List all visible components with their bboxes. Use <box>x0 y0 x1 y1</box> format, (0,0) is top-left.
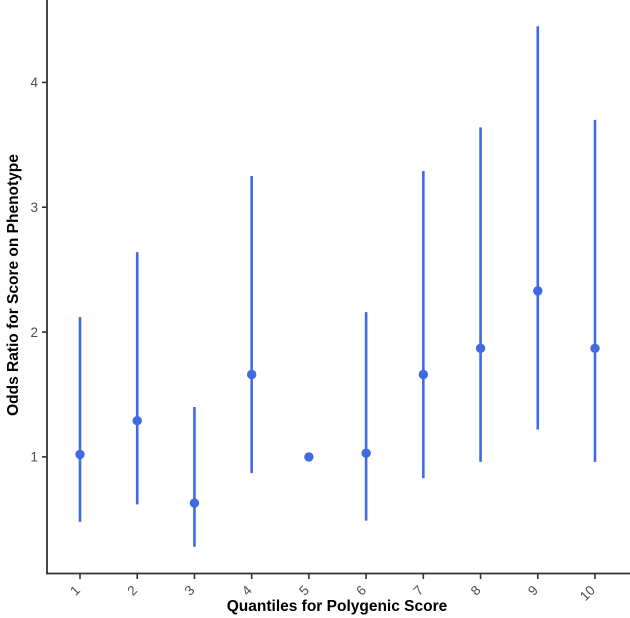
point-estimate-q2 <box>132 415 142 426</box>
point-estimate-q1 <box>75 449 85 460</box>
x-tick-label-3: 3 <box>182 583 198 599</box>
y-tick-label-1: 1 <box>30 450 38 465</box>
point-estimate-q4 <box>246 369 257 380</box>
y-axis-title: Odds Ratio for Score on Phenotype <box>5 154 22 416</box>
x-tick-label-10: 10 <box>577 583 598 604</box>
point-estimate-q8 <box>475 343 486 353</box>
x-tick-label-4: 4 <box>239 582 255 598</box>
point-estimate-q6 <box>361 448 371 458</box>
x-tick-label-7: 7 <box>411 583 427 599</box>
x-axis-title: Quantiles for Polygenic Score <box>227 598 448 615</box>
x-tick-label-5: 5 <box>296 583 312 599</box>
data-layer <box>75 26 600 547</box>
axes-layer: 1 2 3 4 1 2 3 4 5 6 7 8 9 10 <box>30 0 630 604</box>
point-estimate-q7 <box>418 369 429 380</box>
y-tick-label-2: 2 <box>30 325 38 340</box>
x-tick-label-8: 8 <box>468 583 484 599</box>
point-estimate-q9 <box>533 286 543 296</box>
point-estimate-q3 <box>189 498 200 508</box>
point-estimate-q5 <box>304 452 314 462</box>
x-tick-label-2: 2 <box>124 583 140 599</box>
point-estimate-q10 <box>590 343 600 353</box>
x-tick-label-6: 6 <box>353 583 369 599</box>
y-tick-label-4: 4 <box>30 75 38 90</box>
x-tick-label-1: 1 <box>67 583 83 599</box>
y-tick-label-3: 3 <box>30 200 38 215</box>
x-tick-label-9: 9 <box>525 583 541 599</box>
